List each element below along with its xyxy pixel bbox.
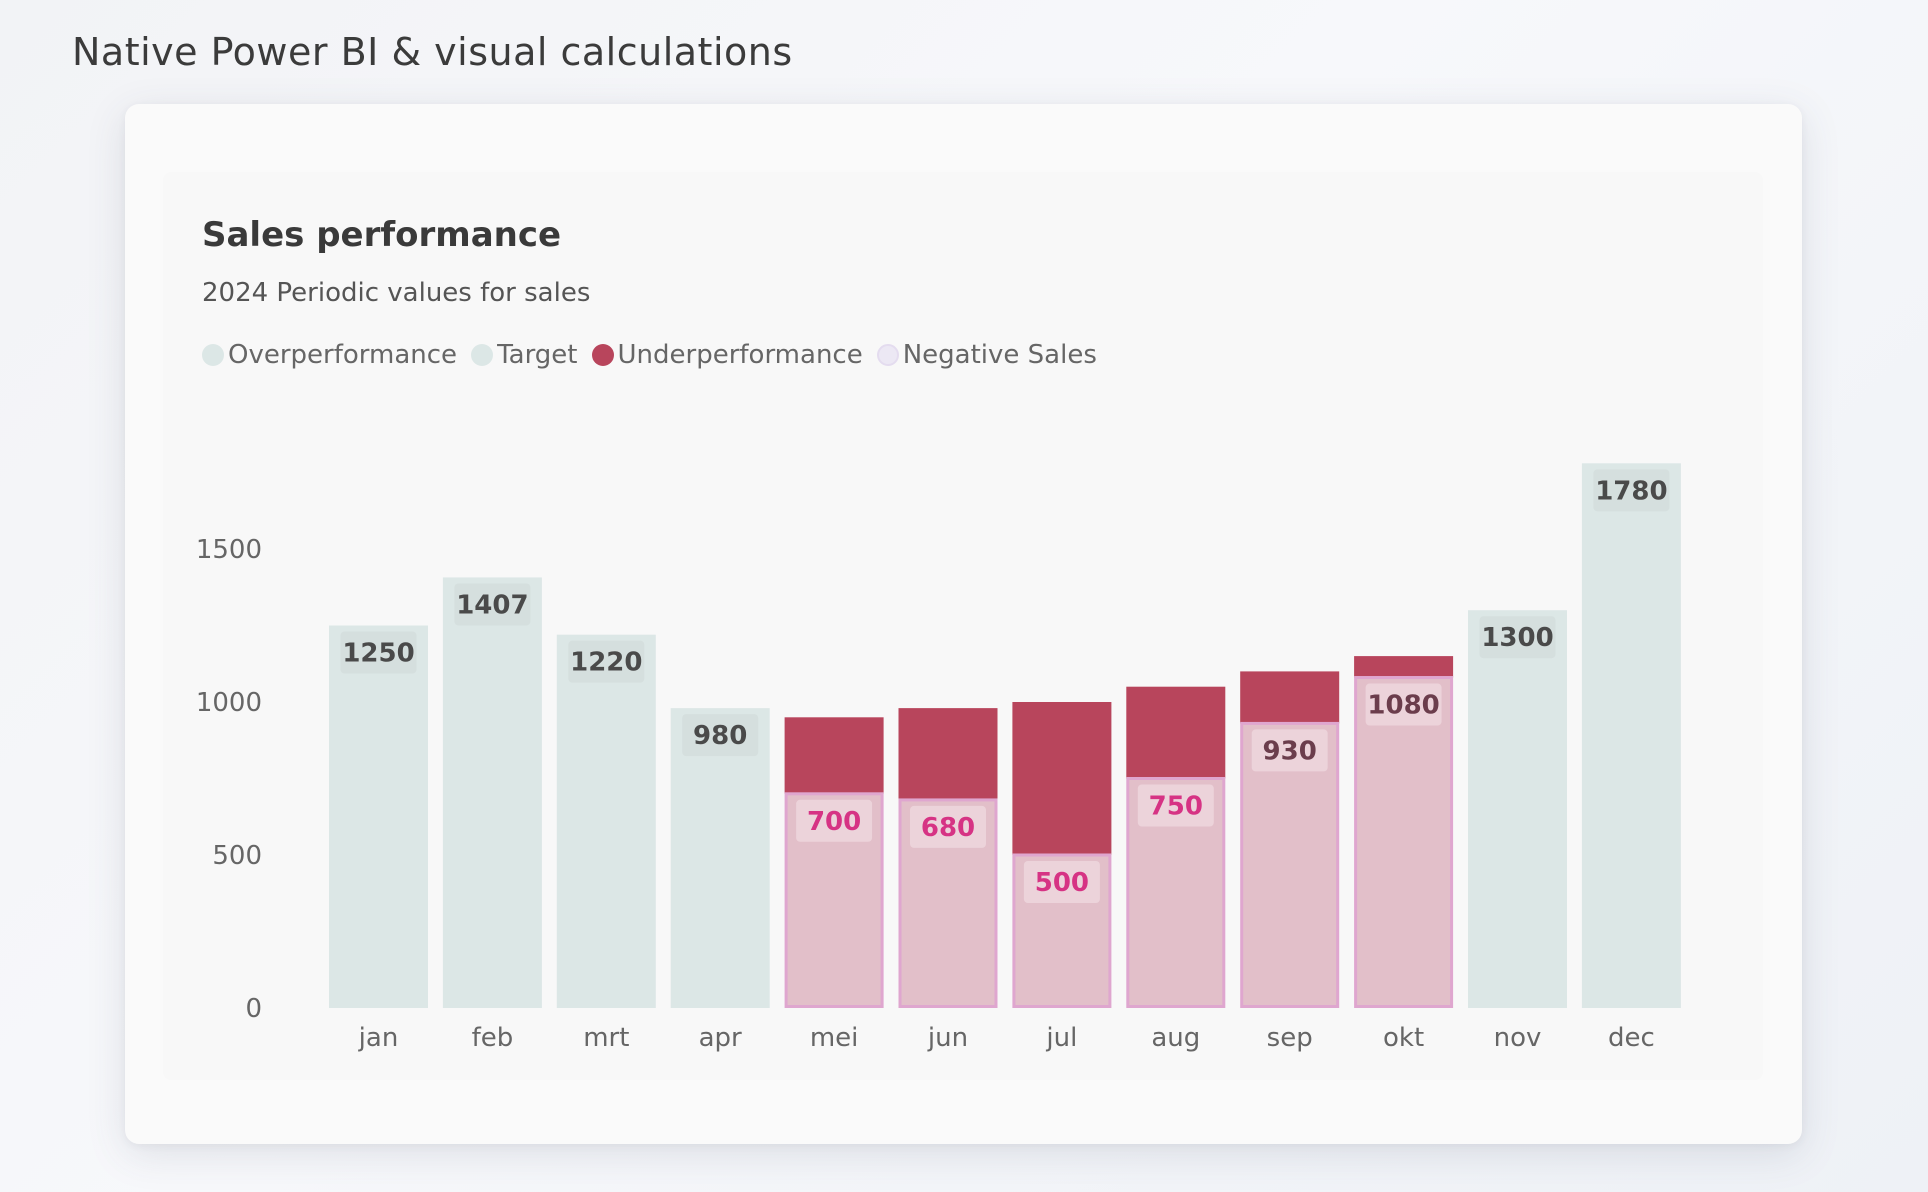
x-axis-tick-label: aug <box>1151 1023 1200 1053</box>
x-axis-tick-label: jul <box>1045 1023 1077 1053</box>
chart-title: Sales performance <box>202 215 562 255</box>
sales-bar <box>1354 676 1454 1009</box>
data-label: 500 <box>1035 868 1089 898</box>
sales-bar <box>1581 463 1681 1008</box>
y-axis-tick-label: 0 <box>245 994 262 1024</box>
sales-bar <box>1468 610 1567 1008</box>
page-heading: Native Power BI & visual calculations <box>72 30 793 74</box>
y-axis-tick-label: 1500 <box>196 535 262 565</box>
legend-marker-underperformance <box>591 344 614 366</box>
data-label: 750 <box>1149 792 1203 822</box>
legend-label-overperformance: Overperformance <box>228 340 458 370</box>
underperformance-bar <box>1012 702 1112 855</box>
legend-marker-overperformance <box>202 344 224 366</box>
underperformance-bar <box>898 708 998 800</box>
data-label-background <box>796 799 873 842</box>
data-label: 680 <box>921 813 975 843</box>
data-label-background <box>1137 784 1214 827</box>
x-axis-tick-label: jun <box>927 1023 968 1053</box>
sales-bar <box>442 577 542 1008</box>
x-axis-tick-label: dec <box>1608 1023 1655 1053</box>
underperformance-bar <box>1354 656 1454 678</box>
data-label: 930 <box>1263 736 1317 766</box>
legend-marker-target <box>471 344 494 366</box>
x-axis-tick-label: apr <box>699 1023 742 1053</box>
chart-subtitle: 2024 Periodic values for sales <box>202 278 591 308</box>
x-axis-tick-label: feb <box>472 1023 514 1053</box>
data-label-background <box>340 631 417 674</box>
underperformance-bar <box>1126 686 1226 779</box>
underperformance-bar <box>1240 671 1340 724</box>
legend-marker-negative-sales <box>876 344 899 366</box>
data-label-background <box>1479 616 1556 659</box>
x-axis-tick-label: okt <box>1383 1023 1424 1053</box>
legend-item-negative-sales[interactable]: Negative Sales <box>876 340 1097 370</box>
data-label: 1780 <box>1595 476 1667 506</box>
data-label-background <box>454 583 531 626</box>
legend-label-target: Target <box>497 340 578 370</box>
chart-legend: Overperformance Target Underperformance … <box>202 340 1111 370</box>
y-axis-tick-label: 500 <box>212 841 262 871</box>
sales-bar <box>670 708 770 1008</box>
data-label-background <box>1023 861 1100 903</box>
data-label-background <box>568 640 645 683</box>
x-axis-tick-label: sep <box>1267 1023 1313 1053</box>
x-axis-tick-label: jan <box>358 1023 399 1053</box>
legend-label-underperformance: Underperformance <box>617 340 863 370</box>
sales-bar <box>329 625 428 1008</box>
sales-bar <box>556 634 656 1008</box>
x-axis-tick-label: mrt <box>583 1023 629 1053</box>
legend-item-target[interactable]: Target <box>471 340 578 370</box>
legend-label-negative-sales: Negative Sales <box>902 340 1097 370</box>
x-axis-tick-label: mei <box>810 1023 859 1053</box>
data-label: 1220 <box>570 648 642 678</box>
data-label-background <box>1593 469 1670 512</box>
data-label-background <box>1365 683 1442 726</box>
data-label: 700 <box>807 807 861 837</box>
data-label: 1300 <box>1481 623 1553 653</box>
legend-item-underperformance[interactable]: Underperformance <box>591 340 863 370</box>
underperformance-bar <box>784 717 884 794</box>
data-label: 1250 <box>342 639 414 669</box>
data-label-background <box>910 805 986 848</box>
data-label-background <box>682 714 759 757</box>
data-label: 1407 <box>456 590 528 620</box>
legend-item-overperformance[interactable]: Overperformance <box>202 340 457 370</box>
y-axis-tick-label: 1000 <box>196 688 262 718</box>
data-label-background <box>1251 729 1328 772</box>
x-axis-tick-label: nov <box>1494 1023 1542 1053</box>
data-label: 1080 <box>1367 691 1439 721</box>
data-label: 980 <box>693 721 747 751</box>
